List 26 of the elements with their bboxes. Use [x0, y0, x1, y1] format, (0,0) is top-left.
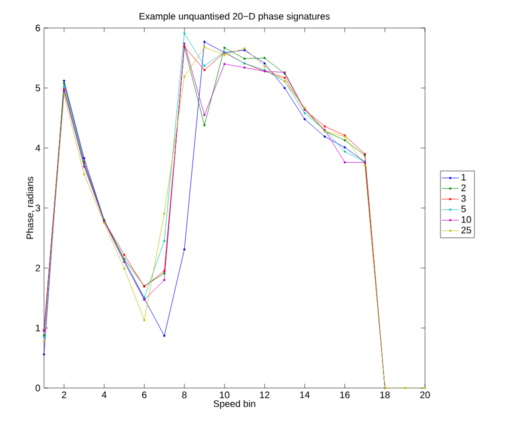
legend-label: 1	[462, 174, 466, 180]
y-tick-label: 3	[36, 204, 40, 212]
y-tick-label: 4	[35, 144, 40, 152]
x-tick-label: 2	[62, 392, 66, 398]
y-axis-title: Phase, radians	[26, 176, 34, 239]
chart-title: Example unquantised 20−D phase signatures	[140, 12, 330, 22]
x-tick-label: 12	[260, 392, 270, 398]
x-tick-label: 4	[102, 392, 107, 398]
y-tick-label: 5	[36, 84, 40, 92]
legend-label: 2	[461, 184, 466, 192]
y-tick-label: 6	[36, 24, 40, 32]
y-tick-label: 0	[36, 384, 40, 392]
x-tick-label: 16	[340, 392, 350, 398]
legend-label: 3	[461, 195, 466, 202]
x-tick-label: 10	[220, 392, 230, 398]
legend-label: 25	[461, 226, 472, 234]
x-axis-title: Speed bin	[214, 400, 256, 409]
x-tick-label: 8	[182, 392, 187, 398]
x-tick-label: 18	[380, 392, 390, 398]
x-tick-label: 6	[142, 392, 146, 398]
x-tick-label: 20	[420, 392, 430, 398]
y-tick-label: 1	[36, 324, 40, 332]
y-tick-label: 2	[36, 264, 40, 272]
x-tick-label: 14	[300, 392, 310, 398]
legend-label: 10	[462, 216, 472, 223]
legend-label: 5	[461, 206, 466, 212]
